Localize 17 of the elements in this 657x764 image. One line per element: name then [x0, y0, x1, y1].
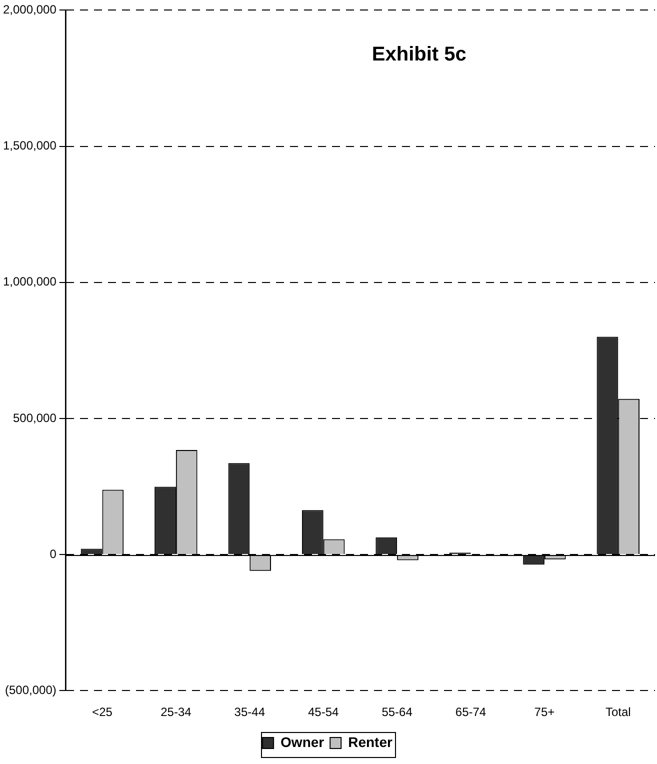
- legend-label: Owner: [280, 734, 325, 750]
- legend-label: Renter: [348, 734, 394, 750]
- y-tick-label: 0: [50, 546, 57, 561]
- y-tick-label: 1,500,000: [2, 138, 57, 153]
- x-tick-label: 35-44: [234, 705, 266, 720]
- text: Exhibit 5c: [372, 44, 466, 66]
- y-tick-label: 1,000,000: [2, 274, 57, 289]
- y-tick-label: 2,000,000: [2, 2, 57, 17]
- x-tick-label: 55-64: [382, 705, 413, 720]
- x-tick-label: Total: [605, 705, 631, 720]
- x-tick-label: 45-54: [308, 705, 340, 720]
- y-tick-label: 500,000: [12, 410, 57, 425]
- x-tick-label: 65-74: [455, 705, 486, 720]
- x-tick-label: 75+: [534, 705, 555, 720]
- x-tick-label: 25-34: [160, 705, 192, 720]
- x-tick-label: <25: [92, 705, 113, 720]
- y-tick-label: (500,000): [5, 682, 56, 697]
